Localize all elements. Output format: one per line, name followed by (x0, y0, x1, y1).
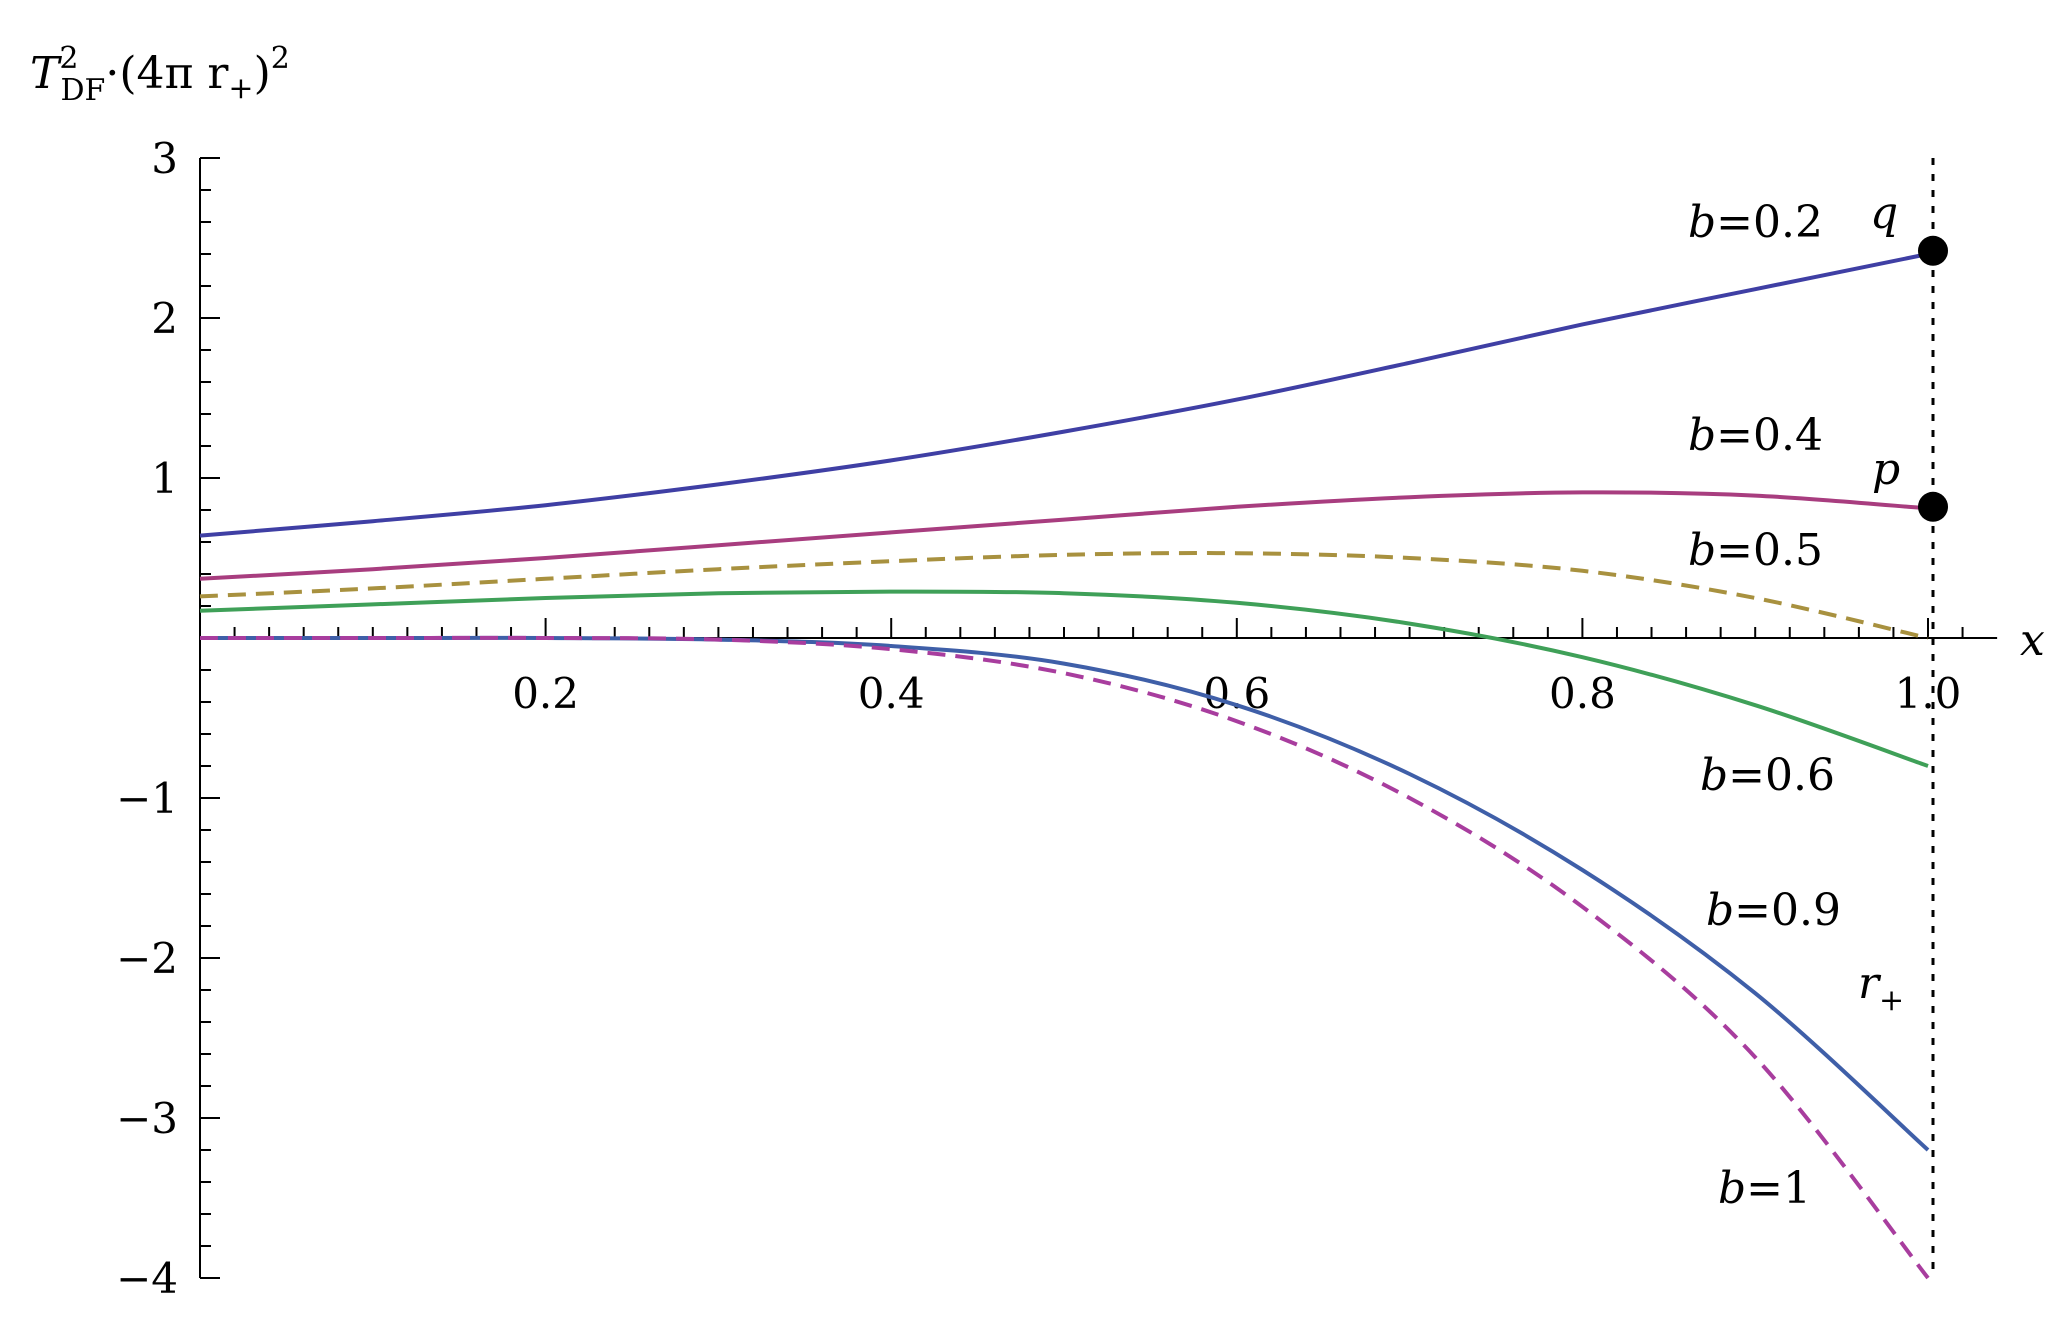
series-label-0: b=0.2 (1688, 197, 1823, 248)
point-p (1918, 491, 1948, 522)
x-tick-label: 0.6 (1203, 669, 1270, 718)
series-line-0 (199, 252, 1929, 538)
x-axis-label: x (2020, 615, 2045, 666)
y-tick-label: 1 (151, 454, 178, 503)
series-label-5: b=1 (1718, 1163, 1811, 1214)
horizon-label: r+ (1858, 958, 1904, 1018)
point-label-p: p (1872, 444, 1900, 495)
y-tick-label: 3 (151, 134, 178, 183)
series-line-5 (199, 635, 1930, 1280)
series-label-4: b=0.9 (1706, 885, 1841, 936)
point-q (1918, 235, 1948, 266)
series-layer (199, 252, 1930, 1280)
series-line-1 (199, 490, 1929, 581)
axis-ticks: 3 2 1 −1 −2 −3 −4 0.2 0.4 0.6 0.8 1.0 (116, 134, 1964, 1303)
labels-layer: b=0.2 b=0.4 b=0.5 b=0.6 b=0.9 b=1 q p (1688, 188, 1900, 1214)
y-axis-label: T2 DF·(4π r+)2 (30, 41, 290, 108)
point-label-q: q (1870, 188, 1898, 239)
series-label-1: b=0.4 (1688, 410, 1823, 461)
x-tick-label: 1.0 (1895, 669, 1962, 718)
x-tick-label: 0.4 (858, 669, 925, 718)
y-tick-label: −4 (116, 1254, 178, 1303)
y-tick-label: −3 (116, 1094, 178, 1143)
series-line-4 (199, 635, 1930, 1152)
x-tick-label: 0.8 (1549, 669, 1616, 718)
y-tick-label: −2 (116, 934, 178, 983)
series-line-3 (199, 589, 1929, 768)
series-line-2 (199, 551, 1929, 640)
y-tick-label: −1 (116, 774, 178, 823)
series-label-3: b=0.6 (1700, 750, 1835, 801)
y-tick-label: 2 (151, 294, 178, 343)
series-label-2: b=0.5 (1688, 525, 1823, 576)
points-layer (1918, 235, 1948, 522)
x-tick-label: 0.2 (512, 669, 579, 718)
